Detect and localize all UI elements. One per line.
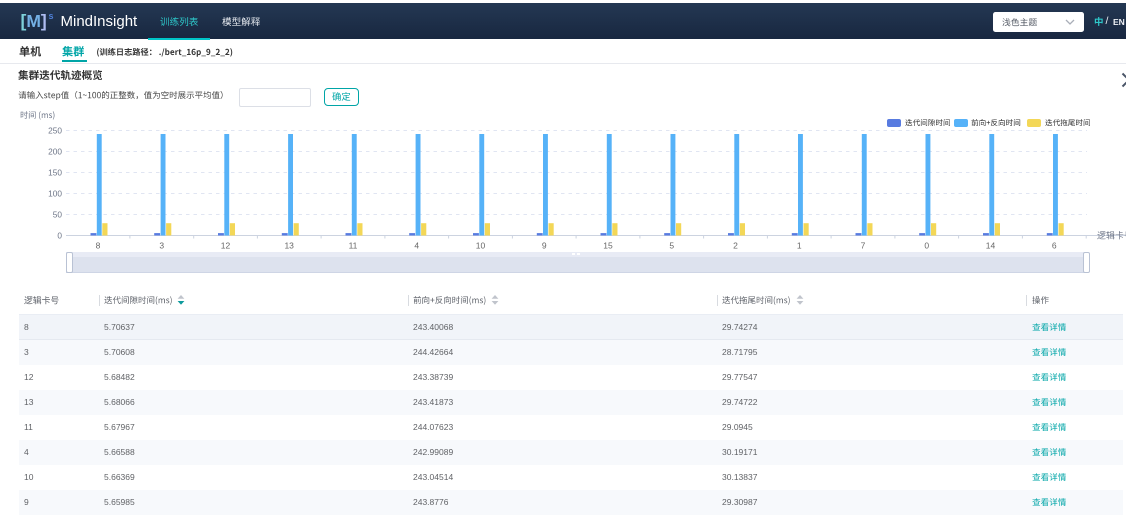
svg-text:15: 15 — [603, 241, 613, 251]
svg-text:250: 250 — [48, 125, 62, 135]
svg-text:200: 200 — [48, 146, 62, 156]
svg-text:1: 1 — [797, 241, 802, 251]
svg-text:2: 2 — [733, 241, 738, 251]
svg-text:10: 10 — [476, 241, 486, 251]
svg-text:3: 3 — [159, 241, 164, 251]
svg-text:5: 5 — [669, 241, 674, 251]
svg-text:150: 150 — [48, 167, 62, 177]
svg-text:9: 9 — [542, 241, 547, 251]
svg-text:14: 14 — [986, 241, 996, 251]
svg-text:100: 100 — [48, 188, 62, 198]
svg-text:0: 0 — [57, 230, 62, 240]
svg-text:50: 50 — [53, 209, 63, 219]
svg-text:8: 8 — [96, 241, 101, 251]
svg-text:6: 6 — [1052, 241, 1057, 251]
svg-text:11: 11 — [349, 241, 358, 251]
svg-text:13: 13 — [284, 241, 294, 251]
svg-text:4: 4 — [414, 241, 419, 251]
svg-text:0: 0 — [924, 241, 929, 251]
svg-text:7: 7 — [861, 241, 866, 251]
svg-text:12: 12 — [221, 241, 231, 251]
